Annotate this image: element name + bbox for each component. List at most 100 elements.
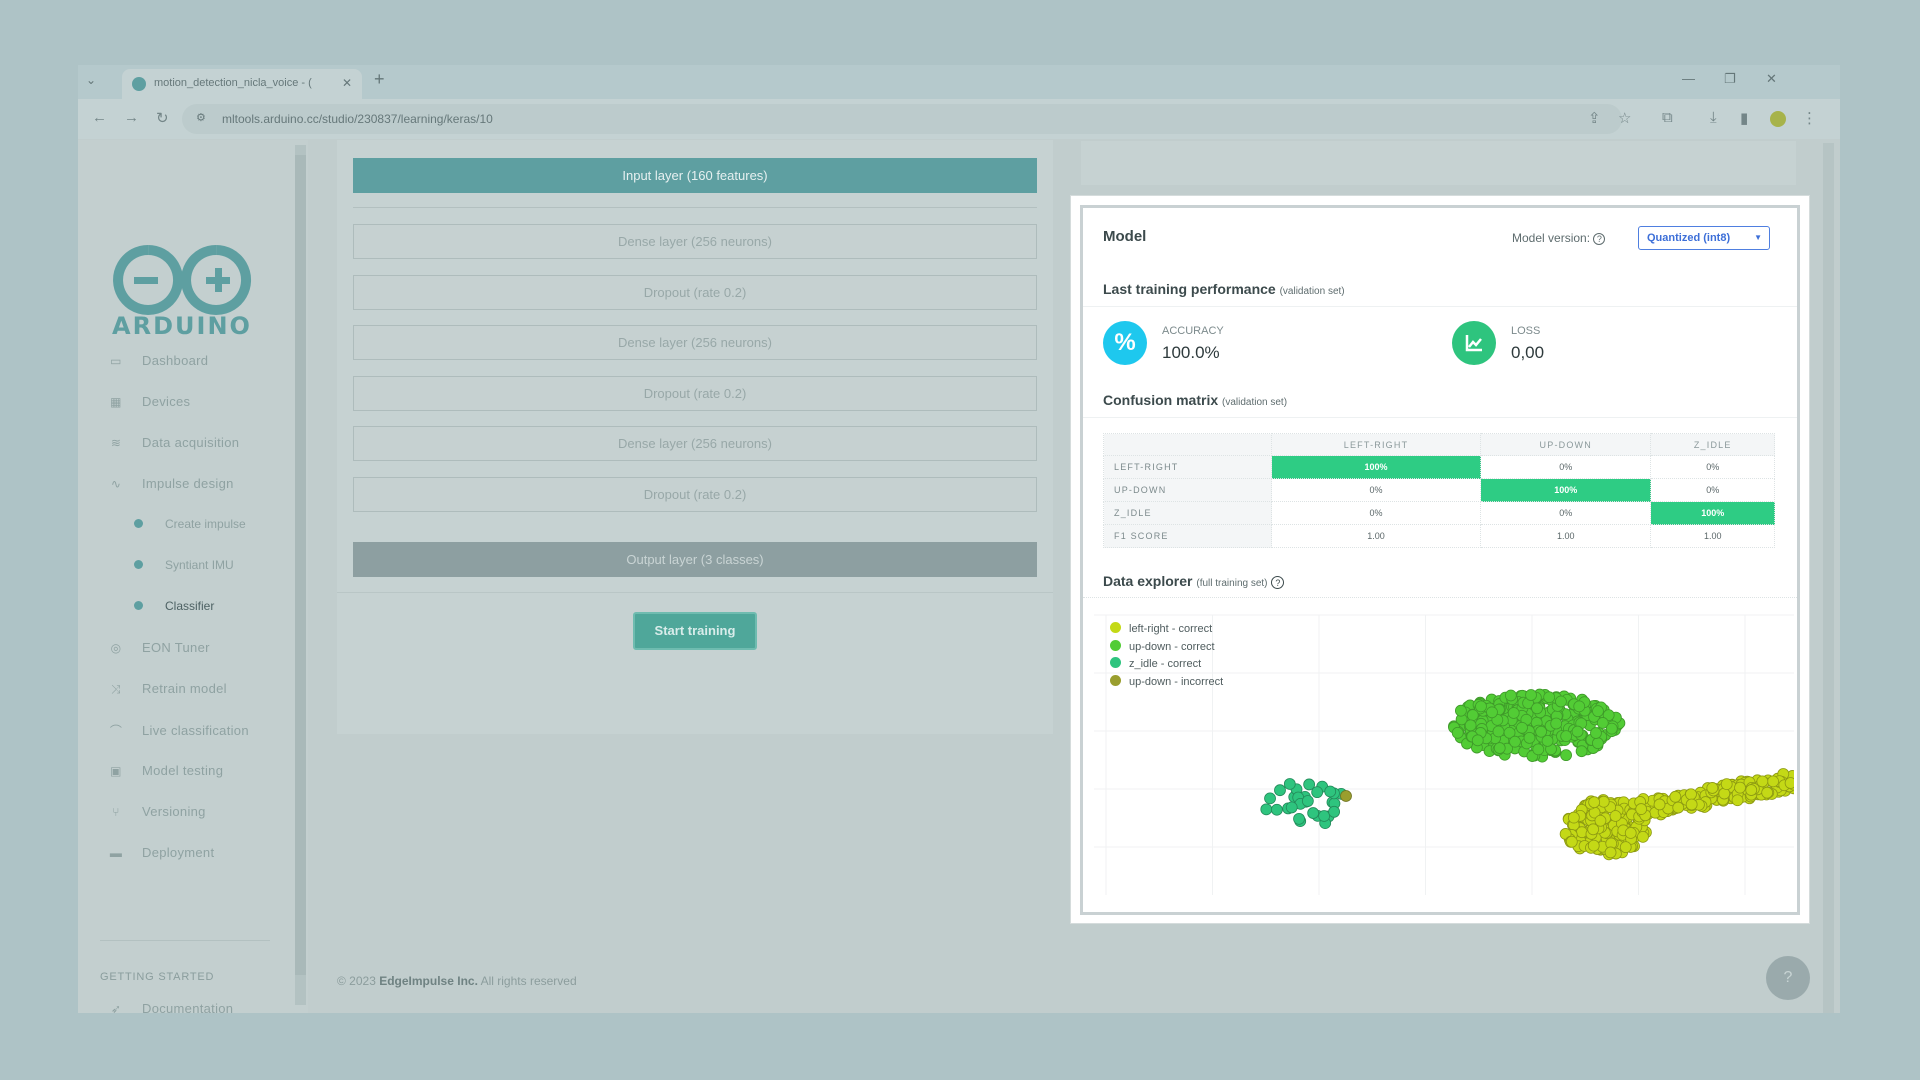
dropout-layer[interactable]: Dropout (rate 0.2) — [353, 375, 1037, 411]
scatter-point — [1720, 778, 1733, 791]
scatter-point — [1260, 803, 1273, 816]
bullet-icon — [134, 519, 143, 528]
help-circle-icon[interactable]: ? — [1271, 576, 1285, 589]
sidebar-subitem[interactable]: Classifier — [134, 599, 214, 613]
dropout-layer[interactable]: Dropout (rate 0.2) — [353, 274, 1037, 310]
scatter-point — [1492, 725, 1505, 738]
sidebar-item-label: Live classification — [142, 723, 249, 738]
browser-tab[interactable]: motion_detection_nicla_voice - ( ✕ — [122, 69, 362, 99]
scatter-point — [1784, 777, 1794, 789]
cm-row: LEFT-RIGHT 100% 0% 0% — [1103, 455, 1775, 479]
scatter-point — [1307, 807, 1320, 819]
scatter-point — [1560, 730, 1573, 743]
sidepanel-icon[interactable]: ▮ — [1740, 110, 1749, 127]
scatter-point — [1264, 792, 1276, 805]
sidebar-item-label: Versioning — [142, 804, 206, 819]
minimize-icon[interactable]: — — [1682, 71, 1695, 86]
dense-layer[interactable]: Dense layer (256 neurons) — [353, 224, 1037, 259]
scatter-point — [1573, 700, 1586, 713]
perf-subtitle: (validation set) — [1279, 286, 1345, 297]
help-circle-icon[interactable]: ? — [1593, 233, 1606, 245]
cm-col-header: UP-DOWN — [1480, 433, 1652, 456]
sidebar-item-label: Retrain model — [142, 681, 227, 696]
cm-cell: 0% — [1480, 455, 1652, 479]
sidebar-scrollbar-thumb[interactable] — [295, 155, 306, 975]
sidebar-item[interactable]: ◎ EON Tuner — [108, 640, 210, 655]
sidebar-item[interactable]: ➶ Documentation — [108, 1001, 233, 1013]
help-button[interactable]: ? — [1766, 956, 1810, 1000]
sidebar-item[interactable]: ▬ Deployment — [108, 845, 214, 860]
output-layer[interactable]: Output layer (3 classes) — [353, 542, 1037, 577]
percent-icon: % — [1103, 321, 1147, 365]
tab-search-chevron-icon[interactable]: ⌄ — [86, 73, 97, 87]
url-input[interactable]: ⚙ mltools.arduino.cc/studio/230837/learn… — [182, 104, 1622, 134]
legend-item[interactable]: left-right - correct — [1110, 622, 1212, 635]
scatter-point — [1543, 691, 1556, 704]
profile-avatar[interactable] — [1770, 111, 1786, 127]
start-training-button[interactable]: Start training — [633, 612, 757, 650]
sidebar-item[interactable]: ⑂ Versioning — [108, 804, 206, 819]
footer-year: © 2023 — [337, 974, 376, 988]
cm-cell: 100% — [1650, 501, 1775, 525]
url-text: mltools.arduino.cc/studio/230837/learnin… — [222, 112, 493, 126]
scatter-point — [1532, 743, 1545, 756]
menu-dots-icon[interactable]: ⋮ — [1802, 110, 1817, 127]
sidebar-item[interactable]: ⌒ Live classification — [108, 722, 249, 739]
scatter-point — [1311, 786, 1324, 799]
scatter-point — [1318, 810, 1331, 822]
bookmark-star-icon[interactable]: ☆ — [1618, 110, 1632, 127]
share-icon[interactable]: ⇪ — [1588, 110, 1601, 127]
site-settings-icon[interactable]: ⚙ — [196, 112, 206, 124]
cm-subtitle: (validation set) — [1222, 397, 1288, 408]
sidebar-subitem[interactable]: Create impulse — [134, 517, 246, 531]
sidebar-item-label: Documentation — [142, 1001, 234, 1013]
legend-item[interactable]: z_idle - correct — [1110, 657, 1201, 670]
sidebar-subitem[interactable]: Syntiant IMU — [134, 558, 234, 572]
scatter-point — [1493, 742, 1506, 754]
sidebar-item-label: Data acquisition — [142, 435, 240, 450]
legend-label: up-down - correct — [1129, 640, 1215, 653]
data-explorer-scatter[interactable] — [1094, 610, 1794, 900]
tab-close-icon[interactable]: ✕ — [342, 76, 353, 90]
scatter-point — [1475, 700, 1487, 713]
dense-layer[interactable]: Dense layer (256 neurons) — [353, 325, 1037, 361]
download-icon[interactable]: ⤓ — [1710, 109, 1717, 126]
footer-company-link[interactable]: EdgeImpulse Inc. — [379, 974, 478, 988]
legend-item[interactable]: up-down - incorrect — [1110, 674, 1223, 688]
scatter-point — [1340, 790, 1352, 802]
close-window-icon[interactable]: ✕ — [1766, 71, 1777, 86]
reload-icon[interactable]: ↻ — [156, 110, 169, 127]
scatter-point — [1451, 726, 1464, 739]
dense-layer[interactable]: Dense layer (256 neurons) — [353, 426, 1037, 462]
sidebar-item[interactable]: ∿ Impulse design — [108, 476, 234, 491]
cm-header-row: LEFT-RIGHT UP-DOWN Z_IDLE — [1103, 433, 1775, 456]
page-scrollbar[interactable] — [1823, 143, 1834, 1013]
scatter-point — [1471, 734, 1484, 747]
sidebar-item[interactable]: ▦ Devices — [108, 394, 190, 409]
forward-icon[interactable]: → — [124, 109, 139, 126]
sidebar-item-label: Deployment — [142, 845, 215, 860]
legend-item[interactable]: up-down - correct — [1110, 639, 1215, 653]
cm-row: Z_IDLE 0% 0% 100% — [1103, 501, 1775, 525]
dropout-layer[interactable]: Dropout (rate 0.2) — [353, 477, 1037, 512]
restore-icon[interactable]: ❐ — [1724, 71, 1736, 86]
cm-cell: 1.00 — [1270, 524, 1482, 548]
sidebar-item[interactable]: ≋ Data acquisition — [108, 435, 239, 450]
back-icon[interactable]: ← — [92, 109, 107, 126]
rocket-icon: ➶ — [110, 1002, 122, 1013]
sidebar-item[interactable]: ▭ Dashboard — [108, 353, 208, 368]
cm-row: F1 SCORE 1.00 1.00 1.00 — [1103, 524, 1775, 548]
scatter-point — [1734, 781, 1746, 794]
scatter-point — [1504, 689, 1517, 702]
sidebar-item[interactable]: ⤨ Retrain model — [108, 681, 227, 697]
input-layer[interactable]: Input layer (160 features) — [353, 158, 1037, 193]
scatter-point — [1605, 722, 1618, 735]
shuffle-icon: ⤨ — [111, 682, 121, 696]
extensions-icon[interactable]: ⧉ — [1662, 109, 1673, 126]
loss-value: 0,00 — [1511, 343, 1545, 362]
legend-dot-icon — [1110, 657, 1121, 668]
new-tab-icon[interactable]: + — [374, 69, 385, 89]
model-version-select[interactable]: Quantized (int8) ▼ — [1638, 226, 1770, 250]
compass-icon: ◎ — [110, 641, 122, 655]
sidebar-item[interactable]: ▣ Model testing — [108, 763, 223, 778]
